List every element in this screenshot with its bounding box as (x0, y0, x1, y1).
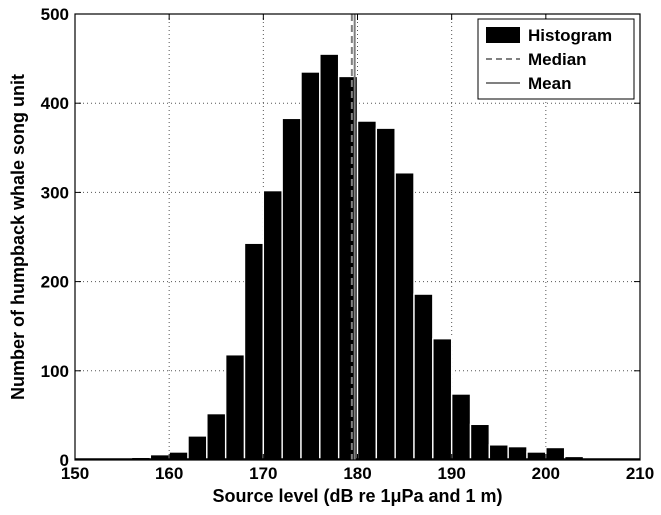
histogram-bar (187, 435, 208, 461)
y-tick-label: 500 (41, 5, 69, 24)
y-axis-label: Number of humpback whale song unit (8, 74, 28, 400)
histogram-bar (224, 354, 246, 461)
histogram-bar (469, 423, 491, 461)
x-tick-labels: 150 160 170 180 190 200 210 (61, 464, 654, 483)
x-tick-label: 210 (626, 464, 654, 483)
x-tick-label: 150 (61, 464, 89, 483)
x-tick-label: 190 (437, 464, 465, 483)
y-tick-label: 300 (41, 183, 69, 202)
y-tick-label: 0 (60, 451, 69, 470)
histogram-bar (300, 71, 321, 461)
x-tick-label: 180 (343, 464, 371, 483)
histogram-bar (281, 117, 302, 461)
histogram-bar (394, 172, 415, 461)
legend-median-label: Median (528, 50, 587, 69)
x-tick-label: 170 (249, 464, 277, 483)
histogram-bar (413, 293, 434, 461)
y-tick-label: 200 (41, 273, 69, 292)
histogram-bar (356, 120, 378, 461)
histogram-bar (243, 242, 265, 461)
y-tick-label: 100 (41, 362, 69, 381)
x-tick-label: 160 (155, 464, 183, 483)
y-tick-labels: 0 100 200 300 400 500 (41, 5, 69, 470)
histogram-bar (319, 53, 340, 461)
histogram-bar (488, 444, 509, 461)
legend-histogram-swatch (486, 27, 520, 43)
x-tick-label: 200 (532, 464, 560, 483)
histogram-bar (432, 337, 453, 461)
histogram-bar (450, 393, 472, 461)
histogram-bar (507, 445, 528, 461)
histogram-bar (375, 127, 396, 461)
histogram-bar (545, 446, 566, 461)
legend-histogram-label: Histogram (528, 26, 612, 45)
histogram-bar (262, 189, 283, 461)
reference-lines (350, 14, 356, 460)
y-tick-label: 400 (41, 94, 69, 113)
legend: Histogram Median Mean (477, 18, 635, 100)
legend-mean-label: Mean (528, 74, 571, 93)
x-axis-label: Source level (dB re 1μPa and 1 m) (212, 486, 502, 506)
axis-ticks (74, 13, 641, 461)
histogram-bar (206, 412, 227, 461)
